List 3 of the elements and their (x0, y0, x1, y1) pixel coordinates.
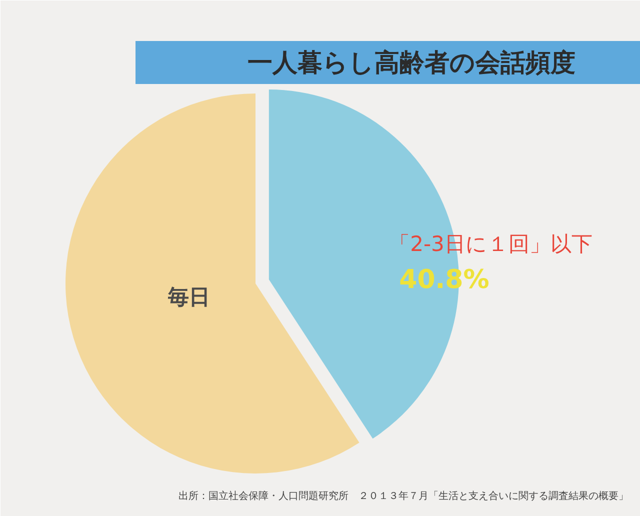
slice-label: 毎日 (166, 285, 210, 310)
chart-title: 一人暮らし高齢者の会話頻度 (248, 48, 576, 77)
text: 出所：国立社会保障・人口問題研究所 ２０１３年７月「生活と支え合いに関する調査結果の概要」 (178, 490, 628, 502)
